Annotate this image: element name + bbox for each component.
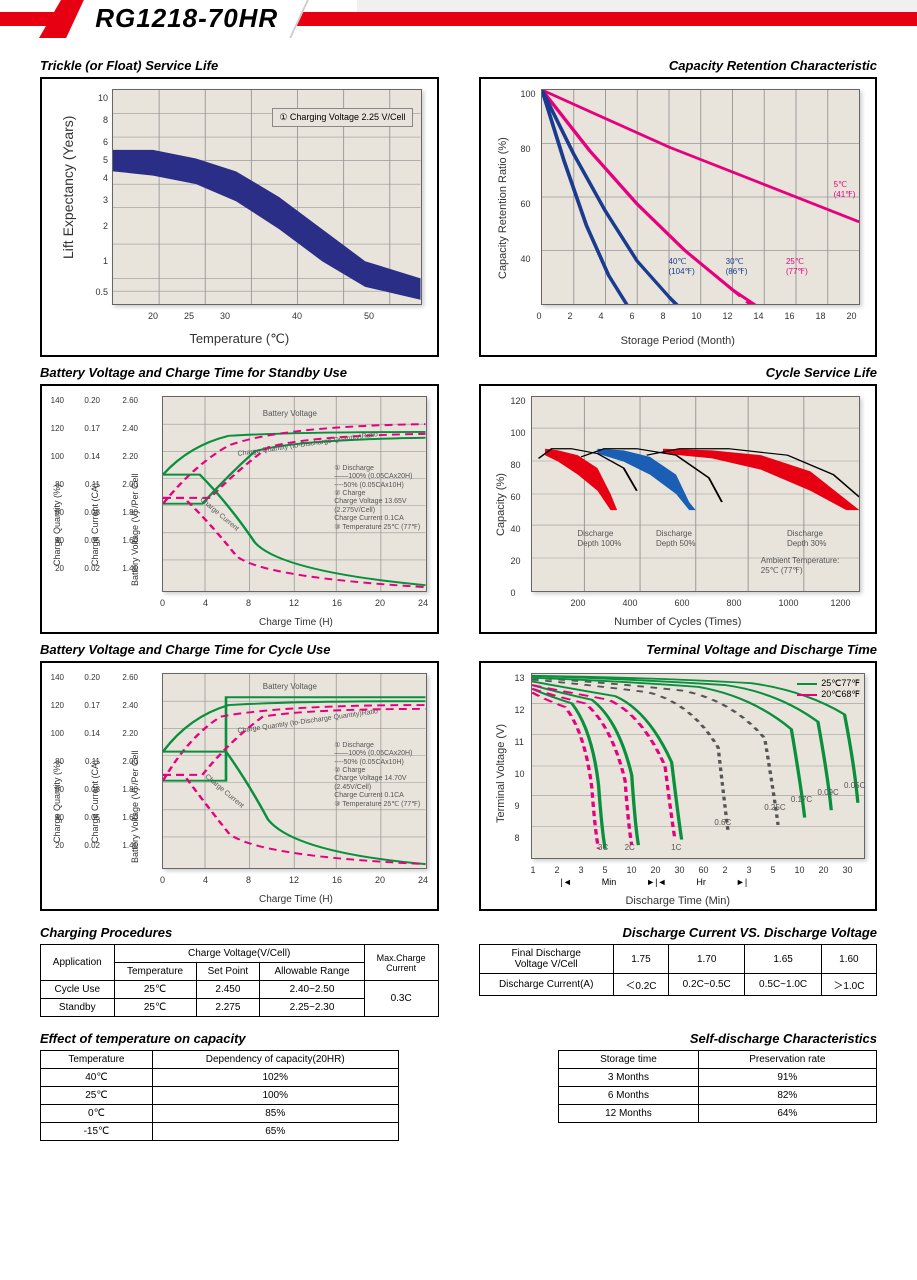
terminal-xlabel: Discharge Time (Min)	[625, 895, 730, 907]
standby-chart: Battery Voltage Charge Quantity (to-Disc…	[40, 384, 439, 634]
terminal-chart: 25℃77℉ 20℃68℉ 3C2C1C0.6C0.25C0.17C0.09C0…	[479, 661, 878, 911]
retention-chart: 5℃ (41℉)25℃ (77℉)30℃ (86℉)40℃ (104℉) Cap…	[479, 77, 878, 357]
cycle-xlabel: Number of Cycles (Times)	[614, 616, 741, 628]
standby-title: Battery Voltage and Charge Time for Stan…	[40, 365, 439, 380]
terminal-legend: 25℃77℉ 20℃68℉	[797, 678, 860, 700]
temp-cap-table: TemperatureDependency of capacity(20HR) …	[40, 1050, 399, 1141]
cc-xlabel: Charge Time (H)	[259, 894, 333, 905]
terminal-ylabel: Terminal Voltage (V)	[495, 724, 507, 823]
standby-y1: Charge Quantity (%)	[52, 484, 62, 566]
cycle-life-chart: Discharge Depth 100%Discharge Depth 50%D…	[479, 384, 878, 634]
terminal-title: Terminal Voltage and Discharge Time	[479, 642, 878, 657]
trickle-title: Trickle (or Float) Service Life	[40, 58, 439, 73]
standby-bv: Battery Voltage	[263, 409, 317, 419]
trickle-ylabel: Lift Expectancy (Years)	[60, 116, 76, 259]
standby-legend: ① Discharge ——100% (0.05CAx20H) ----50% …	[334, 465, 420, 532]
standby-xlabel: Charge Time (H)	[259, 617, 333, 628]
trickle-chart: ① Charging Voltage 2.25 V/Cell Lift Expe…	[40, 77, 439, 357]
discharge-v-title: Discharge Current VS. Discharge Voltage	[479, 925, 878, 940]
cycle-life-title: Cycle Service Life	[479, 365, 878, 380]
cc-y1: Charge Quantity (%)	[52, 761, 62, 843]
charging-proc-table: Application Charge Voltage(V/Cell) Max.C…	[40, 944, 439, 1017]
header: RG1218-70HR	[0, 0, 917, 38]
temp-cap-title: Effect of temperature on capacity	[40, 1031, 439, 1046]
retention-title: Capacity Retention Characteristic	[479, 58, 878, 73]
cycle-charge-bv: Battery Voltage	[263, 682, 317, 692]
trickle-xlabel: Temperature (℃)	[189, 331, 289, 347]
content: Trickle (or Float) Service Life ① Char	[0, 58, 917, 1141]
self-discharge-title: Self-discharge Characteristics	[479, 1031, 878, 1046]
cycle-charge-legend: ① Discharge ——100% (0.05CAx20H) ----50% …	[334, 742, 420, 809]
cc-y2: Charge Current (CA)	[90, 760, 100, 843]
charging-proc-title: Charging Procedures	[40, 925, 439, 940]
retention-xlabel: Storage Period (Month)	[621, 335, 735, 347]
cycle-ylabel: Capacity (%)	[495, 473, 507, 536]
cycle-charge-title: Battery Voltage and Charge Time for Cycl…	[40, 642, 439, 657]
header-gray	[357, 0, 917, 12]
model-number: RG1218-70HR	[95, 3, 278, 34]
trickle-annot: ① Charging Voltage 2.25 V/Cell	[272, 108, 412, 127]
cycle-charge-chart: Battery Voltage Charge Quantity (to-Disc…	[40, 661, 439, 911]
discharge-v-table: Final Discharge Voltage V/Cell 1.75 1.70…	[479, 944, 878, 996]
title-container: RG1218-70HR	[66, 0, 309, 38]
self-discharge-table: Storage timePreservation rate 3 Months91…	[558, 1050, 877, 1123]
retention-ylabel: Capacity Retention Ratio (%)	[497, 137, 509, 279]
standby-y2: Charge Current (CA)	[90, 483, 100, 566]
